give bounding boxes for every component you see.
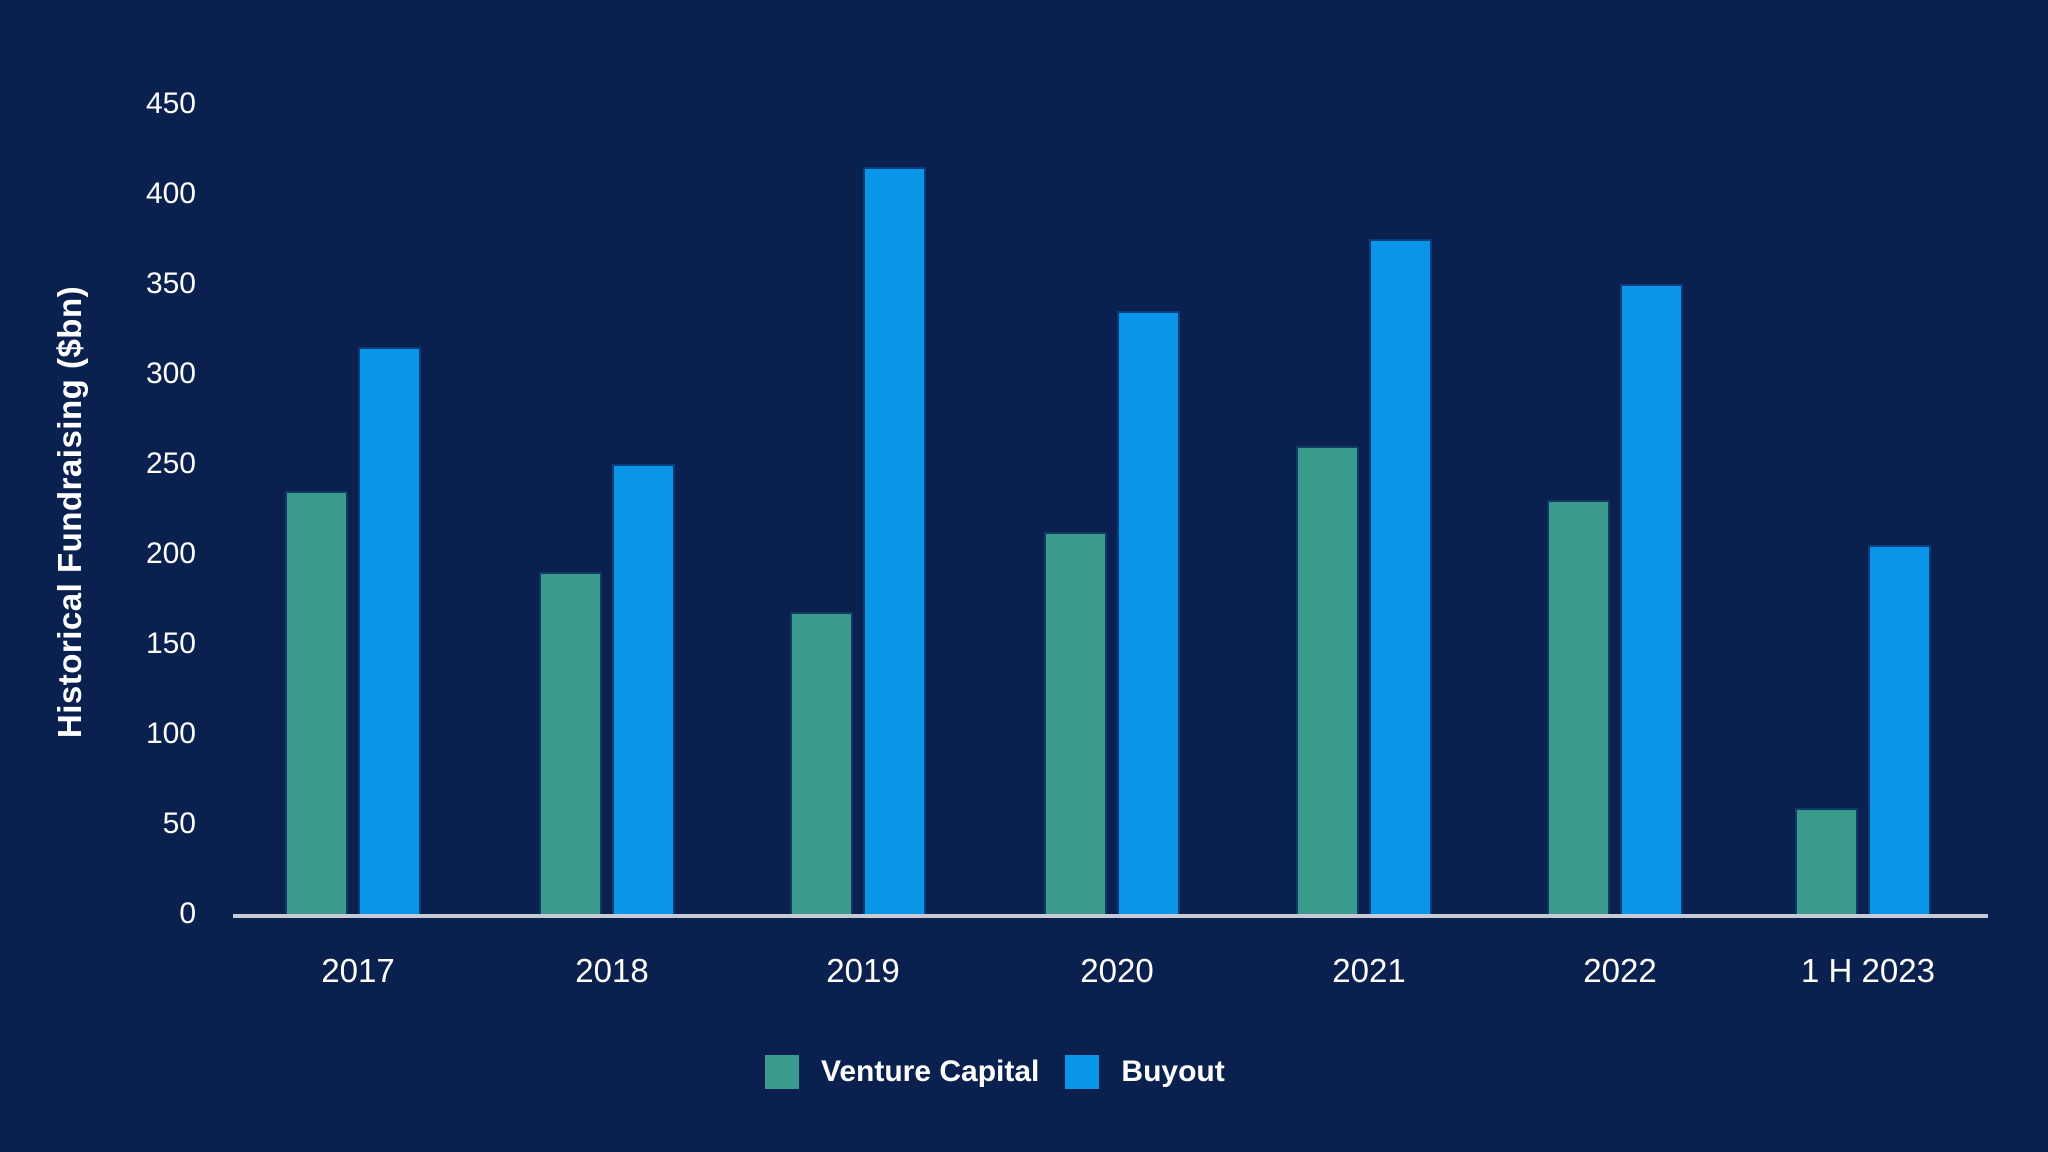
x-tick-label-2017: 2017: [321, 952, 395, 989]
y-tick-label-0: 0: [179, 897, 196, 930]
y-tick-label-400: 400: [145, 177, 196, 210]
legend-label: Buyout: [1121, 1055, 1225, 1088]
bar-buyout-2021: [1369, 239, 1432, 914]
x-tick-label-2019: 2019: [826, 952, 900, 989]
x-tick-label-1H2023: 1 H 2023: [1801, 952, 1935, 989]
y-tick-label-300: 300: [145, 357, 196, 390]
bar-buyout-2020: [1117, 311, 1180, 914]
bar-buyout-1H2023: [1868, 545, 1931, 914]
y-tick-label-450: 450: [145, 87, 196, 120]
bar-buyout-2019: [863, 167, 926, 914]
y-tick-label-50: 50: [162, 807, 196, 840]
bar-venture-capital-2018: [539, 572, 602, 914]
x-axis-line: [233, 914, 1988, 918]
y-tick-label-250: 250: [145, 447, 196, 480]
y-tick-label-100: 100: [145, 717, 196, 750]
x-tick-label-2018: 2018: [575, 952, 649, 989]
bar-buyout-2017: [358, 347, 421, 914]
legend-label: Venture Capital: [821, 1055, 1040, 1088]
bar-venture-capital-2017: [285, 491, 348, 914]
bar-buyout-2018: [612, 464, 675, 914]
x-tick-label-2021: 2021: [1332, 952, 1406, 989]
y-tick-label-350: 350: [145, 267, 196, 300]
bar-venture-capital-1H2023: [1795, 807, 1858, 914]
y-tick-label-150: 150: [145, 627, 196, 660]
legend: Venture Capital Buyout: [765, 1055, 1225, 1089]
x-tick-label-2020: 2020: [1080, 952, 1154, 989]
bar-venture-capital-2021: [1296, 446, 1359, 914]
y-tick-label-200: 200: [145, 537, 196, 570]
x-tick-label-2022: 2022: [1583, 952, 1657, 989]
bar-venture-capital-2022: [1547, 500, 1610, 914]
bar-buyout-2022: [1620, 284, 1683, 914]
legend-swatch-icon: [765, 1055, 799, 1089]
y-axis-title: Historical Fundraising ($bn): [51, 285, 88, 739]
bar-venture-capital-2020: [1044, 532, 1107, 914]
bar-venture-capital-2019: [790, 611, 853, 914]
legend-swatch-icon: [1065, 1055, 1100, 1089]
legend-item-buyout: Buyout: [1065, 1055, 1225, 1089]
legend-item-venture-capital: Venture Capital: [765, 1055, 1039, 1089]
